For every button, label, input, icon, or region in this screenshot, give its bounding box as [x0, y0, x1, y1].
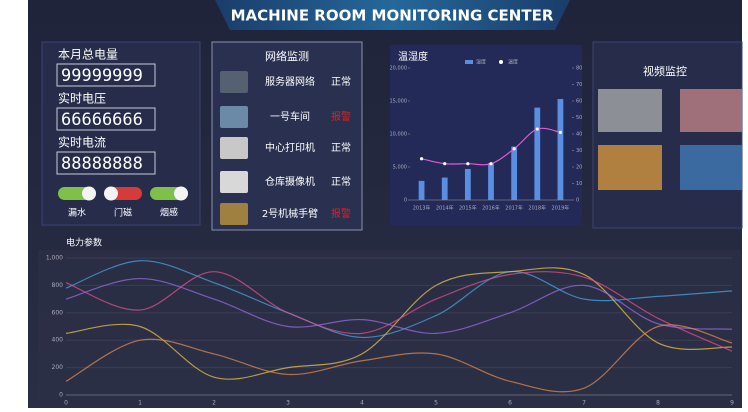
- device-status: 正常: [331, 75, 351, 88]
- device-status: 正常: [331, 175, 351, 188]
- switch-label: 烟感: [160, 207, 178, 219]
- device-name: 仓库摄像机: [265, 175, 315, 188]
- page-title: MACHINE ROOM MONITORING CENTER: [231, 7, 554, 25]
- device-status: 正常: [331, 141, 351, 154]
- point: [420, 157, 423, 160]
- metric-value: 66666666: [61, 110, 143, 130]
- y-tick-label: 600: [52, 309, 64, 316]
- point: [466, 162, 469, 165]
- point: [489, 162, 492, 165]
- y2-tick-label: 40: [576, 132, 582, 138]
- y-tick-label: 20,000: [390, 66, 408, 72]
- x-tick-label: 2018年: [528, 205, 546, 212]
- bar: [465, 169, 471, 200]
- x-tick-label: 4: [360, 400, 364, 407]
- device-icon: [220, 106, 248, 128]
- y2-tick-label: 60: [576, 99, 582, 105]
- y-tick-label: 0: [59, 392, 63, 399]
- switch-label: 门磁: [114, 207, 132, 219]
- device-icon: [220, 171, 248, 193]
- legend-swatch: [499, 60, 503, 64]
- metric-value: 99999999: [61, 66, 143, 86]
- point: [513, 147, 516, 150]
- y2-tick-label: 0: [576, 198, 579, 204]
- x-tick-label: 2019年: [552, 205, 570, 212]
- network-panel: [212, 42, 362, 230]
- x-tick-label: 2015年: [459, 205, 477, 212]
- device-icon: [220, 203, 248, 225]
- bar: [558, 99, 564, 200]
- bar: [534, 108, 540, 200]
- point: [443, 162, 446, 165]
- device-name: 2号机械手臂: [262, 207, 318, 220]
- switch-label: 漏水: [68, 207, 86, 219]
- camera-feed: [598, 145, 662, 190]
- legend-label: 温度: [508, 59, 518, 66]
- device-icon: [220, 137, 248, 159]
- y2-tick-label: 20: [576, 165, 582, 171]
- metric-value: 88888888: [61, 154, 143, 174]
- y2-tick-label: 50: [576, 115, 582, 121]
- bar: [488, 163, 494, 200]
- y-tick-label: 0: [404, 198, 407, 204]
- metric-label: 实时电压: [58, 91, 106, 106]
- device-name: 一号车间: [270, 110, 310, 123]
- y-tick-label: 15,000: [390, 99, 408, 105]
- y-tick-label: 200: [52, 364, 64, 371]
- y-tick-label: 400: [52, 337, 64, 344]
- network-title: 网络监测: [265, 49, 309, 63]
- x-tick-label: 3: [286, 400, 290, 407]
- device-status: 报警: [331, 110, 351, 123]
- x-tick-label: 2: [212, 400, 216, 407]
- x-tick-label: 1: [138, 400, 142, 407]
- device-name: 服务器网络: [265, 75, 315, 88]
- point: [559, 131, 562, 134]
- video-title: 视频监控: [643, 64, 687, 78]
- dashboard: MACHINE ROOM MONITORING CENTER 视频监控 网络监测…: [0, 0, 748, 408]
- y-tick-label: 10,000: [390, 132, 408, 138]
- y2-tick-label: 10: [576, 181, 582, 187]
- y-tick-label: 5,000: [393, 165, 407, 171]
- chart-title: 温湿度: [398, 50, 428, 63]
- legend-label: 湿度: [476, 59, 486, 66]
- metric-label: 实时电流: [58, 135, 106, 150]
- chart-title: 电力参数: [66, 237, 102, 249]
- switch-knob: [104, 187, 118, 201]
- x-tick-label: 6: [508, 400, 512, 407]
- x-tick-label: 9: [730, 400, 734, 407]
- x-tick-label: 8: [656, 400, 660, 407]
- device-icon: [220, 71, 248, 93]
- legend-swatch: [465, 60, 473, 64]
- y-tick-label: 800: [52, 282, 64, 289]
- x-tick-label: 2013年: [413, 205, 431, 212]
- y-tick-label: 1,000: [46, 255, 63, 262]
- switch-knob: [82, 187, 96, 201]
- x-tick-label: 2016年: [482, 205, 500, 212]
- bar: [419, 181, 425, 200]
- switch-knob: [174, 187, 188, 201]
- metric-label: 本月总电量: [58, 48, 118, 62]
- x-tick-label: 2014年: [436, 205, 454, 212]
- bar: [511, 147, 517, 200]
- camera-feed: [680, 145, 742, 190]
- x-tick-label: 5: [434, 400, 438, 407]
- y2-tick-label: 70: [576, 82, 582, 88]
- x-tick-label: 7: [582, 400, 586, 407]
- y2-tick-label: 80: [576, 66, 582, 72]
- x-tick-label: 2017年: [505, 205, 523, 212]
- y2-tick-label: 30: [576, 148, 582, 154]
- x-tick-label: 0: [64, 400, 68, 407]
- device-name: 中心打印机: [265, 141, 315, 154]
- bar: [442, 178, 448, 200]
- point: [536, 127, 539, 130]
- device-status: 报警: [331, 207, 351, 220]
- camera-feed: [598, 89, 662, 132]
- camera-feed: [680, 89, 742, 132]
